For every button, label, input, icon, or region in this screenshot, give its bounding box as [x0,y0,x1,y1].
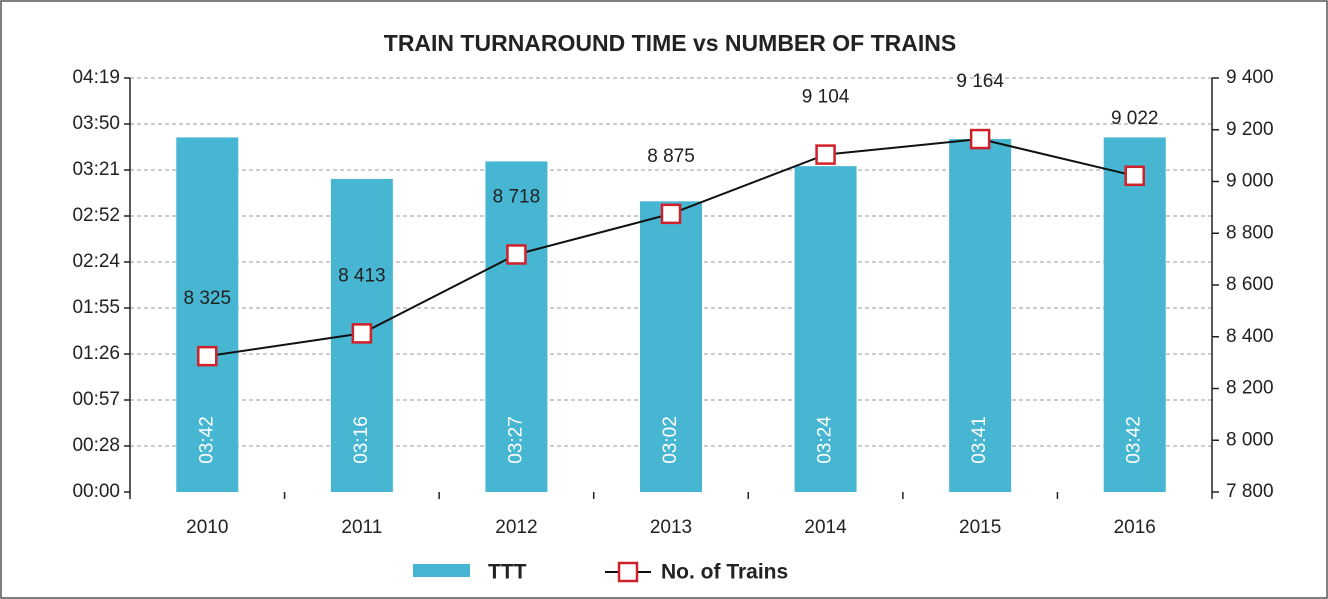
y-tick-label: 01:26 [72,343,120,364]
chart-title: TRAIN TURNAROUND TIME vs NUMBER OF TRAIN… [384,30,956,56]
y2-tick-label: 9 400 [1226,67,1274,88]
bar [794,166,857,492]
point-value-label: 9 104 [802,87,850,108]
line-marker [1124,165,1145,187]
y-tick-label: 01:55 [72,297,120,318]
y2-tick-label: 8 400 [1226,326,1274,347]
bar-value-label: 03:42 [196,416,217,464]
x-tick-label: 2013 [650,517,692,538]
point-value-label: 8 413 [338,265,386,286]
legend-swatch [617,561,639,583]
bar-value-label: 03:16 [351,416,372,464]
bar [949,139,1012,492]
line-marker [660,203,682,225]
point-value-label: 9 164 [956,71,1004,92]
y2-tick-label: 8 600 [1226,274,1274,295]
bar-value-label: 03:41 [969,416,990,464]
legend-label: TTT [488,561,527,584]
y2-tick-label: 7 800 [1226,481,1274,502]
y2-tick-label: 8 000 [1226,429,1274,450]
bar-value-label: 03:24 [815,416,836,464]
x-tick-label: 2010 [186,517,228,538]
x-tick-label: 2016 [1114,517,1156,538]
point-value-label: 9 022 [1111,108,1159,129]
y-tick-label: 00:28 [72,435,120,456]
y-tick-label: 00:57 [72,389,120,410]
y-tick-label: 03:50 [72,113,120,134]
line-marker [815,144,836,165]
bar [1103,137,1166,492]
bar-value-label: 03:42 [1124,416,1145,464]
bar-value-label: 03:27 [505,416,526,464]
bar [640,201,702,493]
line-marker [506,244,527,265]
legend-label: No. of Trains [661,561,788,584]
y-tick-label: 03:21 [72,159,120,180]
x-tick-label: 2012 [495,517,537,538]
y-tick-label: 02:24 [72,251,120,272]
y-tick-label: 02:52 [72,205,120,226]
point-value-label: 8 875 [647,146,695,167]
y2-tick-label: 9 000 [1226,171,1274,192]
point-value-label: 8 718 [493,186,541,207]
y2-tick-label: 8 200 [1226,378,1274,399]
line-marker [351,323,373,344]
y2-tick-label: 9 200 [1226,119,1274,140]
point-value-label: 8 325 [184,288,232,309]
x-tick-label: 2014 [804,517,847,538]
y-tick-label: 00:00 [72,481,120,502]
legend-swatch [413,564,470,577]
line-marker [969,128,991,150]
x-tick-label: 2015 [959,517,1001,538]
y2-tick-label: 8 800 [1226,222,1274,243]
x-tick-label: 2011 [341,517,382,538]
bar [485,161,548,492]
bar-value-label: 03:02 [660,416,681,464]
line-marker [197,345,218,367]
bar [176,137,239,492]
y-tick-label: 04:19 [72,67,120,88]
